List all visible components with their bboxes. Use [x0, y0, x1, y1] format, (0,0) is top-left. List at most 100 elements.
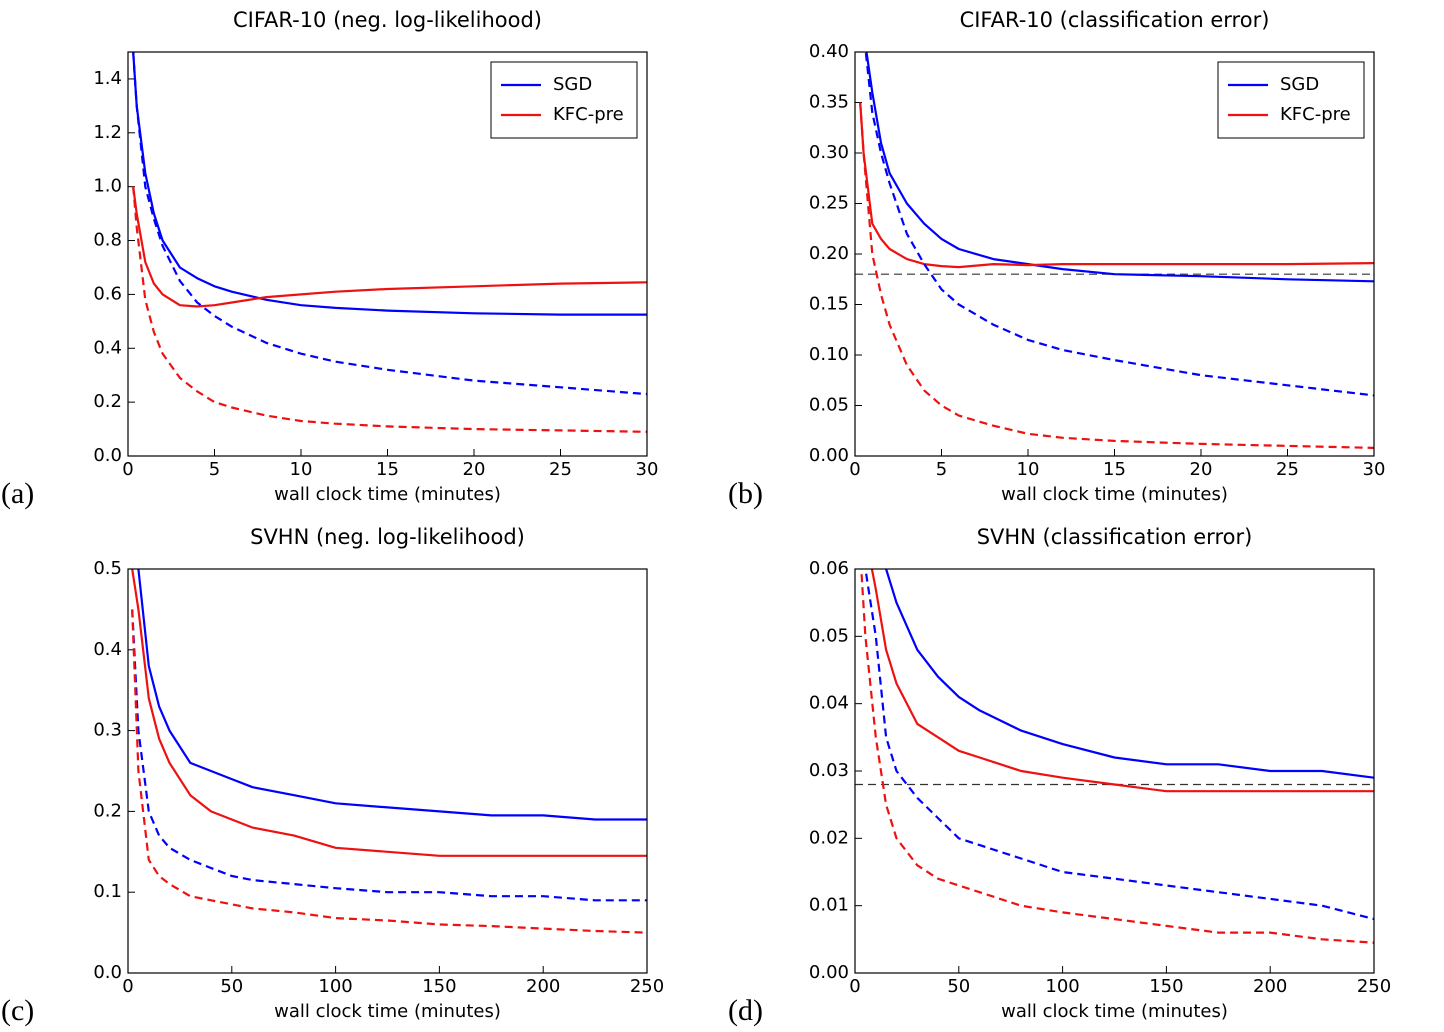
x-tick-label: 150 [422, 976, 456, 997]
legend: SGD KFC-pre [1217, 61, 1365, 139]
series-line [132, 186, 647, 308]
y-tick-label: 0.2 [93, 800, 122, 821]
panel-label: (a) [1, 477, 34, 510]
x-tick-label: 100 [318, 976, 352, 997]
axes-frame [127, 568, 648, 974]
panel-label: (d) [728, 994, 763, 1027]
y-tick-label: 1.4 [93, 68, 122, 89]
x-axis-label: wall clock time (minutes) [1001, 484, 1228, 505]
y-tick-label: 0.20 [809, 243, 849, 264]
x-tick-label: 30 [1363, 459, 1386, 480]
x-tick-label: 0 [122, 459, 133, 480]
axes-frame [854, 51, 1375, 457]
x-tick-label: 20 [1190, 459, 1213, 480]
y-tick-label: 0.04 [809, 693, 849, 714]
legend-label: KFC-pre [553, 104, 624, 125]
x-tick-label: 25 [1276, 459, 1299, 480]
x-tick-label: 200 [526, 976, 560, 997]
series-line [865, 52, 1374, 283]
y-tick-label: 0.5 [93, 558, 122, 579]
y-tick-label: 0.00 [809, 445, 849, 466]
y-tick-label: 0.1 [93, 881, 122, 902]
plot-area [855, 569, 1374, 944]
series-line [132, 186, 647, 433]
series-line [864, 52, 1374, 397]
y-tick-label: 1.0 [93, 176, 122, 197]
y-tick-label: 0.03 [809, 760, 849, 781]
x-tick-label: 50 [947, 976, 970, 997]
x-tick-label: 100 [1045, 976, 1079, 997]
legend-box [1217, 61, 1365, 139]
subplot: SVHN (neg. log-likelihood) wall clock tim… [1, 525, 664, 1027]
y-tick-label: 0.10 [809, 344, 849, 365]
x-tick-label: 0 [122, 976, 133, 997]
y-tick-label: 0.30 [809, 142, 849, 163]
y-tick-label: 0.6 [93, 283, 122, 304]
series-line [131, 569, 647, 857]
y-tick-label: 0.06 [809, 558, 849, 579]
x-tick-label: 20 [463, 459, 486, 480]
y-tick-label: 0.35 [809, 92, 849, 113]
legend-box [490, 61, 638, 139]
y-tick-label: 0.0 [93, 962, 122, 983]
legend: SGD KFC-pre [490, 61, 638, 139]
y-tick-label: 0.05 [809, 395, 849, 416]
x-tick-label: 5 [936, 459, 947, 480]
legend-label: SGD [1280, 74, 1319, 95]
y-tick-label: 0.00 [809, 962, 849, 983]
x-axis-label: wall clock time (minutes) [274, 484, 501, 505]
y-tick-label: 0.02 [809, 827, 849, 848]
series-line [859, 102, 1374, 449]
subplot: CIFAR-10 (classification error) wall cloc… [728, 8, 1386, 510]
y-tick-label: 0.25 [809, 193, 849, 214]
subplot-title: CIFAR-10 (neg. log-likelihood) [233, 8, 542, 32]
y-tick-label: 0.8 [93, 230, 122, 251]
y-tick-label: 0.4 [93, 337, 122, 358]
subplot: SVHN (classification error) wall clock ti… [728, 525, 1391, 1027]
y-tick-label: 0.40 [809, 41, 849, 62]
series-line [132, 52, 647, 396]
x-tick-label: 0 [849, 976, 860, 997]
axes-frame [127, 51, 648, 457]
series-line [860, 569, 1374, 944]
series-line [864, 569, 1374, 921]
legend-label: KFC-pre [1280, 104, 1351, 125]
axes-frame [854, 568, 1375, 974]
y-tick-label: 0.3 [93, 720, 122, 741]
x-tick-label: 200 [1253, 976, 1287, 997]
subplot: CIFAR-10 (neg. log-likelihood) wall clock… [1, 8, 658, 510]
subplot-title: SVHN (classification error) [977, 525, 1253, 549]
y-tick-label: 1.2 [93, 122, 122, 143]
series-line [131, 609, 647, 902]
x-tick-label: 10 [290, 459, 313, 480]
subplot-title: SVHN (neg. log-likelihood) [250, 525, 525, 549]
x-tick-label: 50 [220, 976, 243, 997]
x-tick-label: 0 [849, 459, 860, 480]
plot-area [131, 569, 647, 934]
x-axis-label: wall clock time (minutes) [1001, 1001, 1228, 1022]
y-tick-label: 0.0 [93, 445, 122, 466]
series-line [131, 609, 647, 934]
y-tick-label: 0.05 [809, 625, 849, 646]
x-tick-label: 150 [1149, 976, 1183, 997]
x-tick-label: 250 [1357, 976, 1391, 997]
panel-label: (b) [728, 477, 763, 510]
subplot-title: CIFAR-10 (classification error) [960, 8, 1270, 32]
series-line [859, 102, 1374, 269]
panel-label: (c) [1, 994, 34, 1027]
x-tick-label: 250 [630, 976, 664, 997]
x-tick-label: 30 [636, 459, 659, 480]
legend-label: SGD [553, 74, 592, 95]
series-line [132, 52, 647, 316]
y-tick-label: 0.01 [809, 895, 849, 916]
x-tick-label: 15 [376, 459, 399, 480]
x-tick-label: 15 [1103, 459, 1126, 480]
y-tick-label: 0.15 [809, 294, 849, 315]
x-axis-label: wall clock time (minutes) [274, 1001, 501, 1022]
y-tick-label: 0.2 [93, 391, 122, 412]
y-tick-label: 0.4 [93, 639, 122, 660]
x-tick-label: 25 [549, 459, 572, 480]
x-tick-label: 5 [209, 459, 220, 480]
x-tick-label: 10 [1017, 459, 1040, 480]
